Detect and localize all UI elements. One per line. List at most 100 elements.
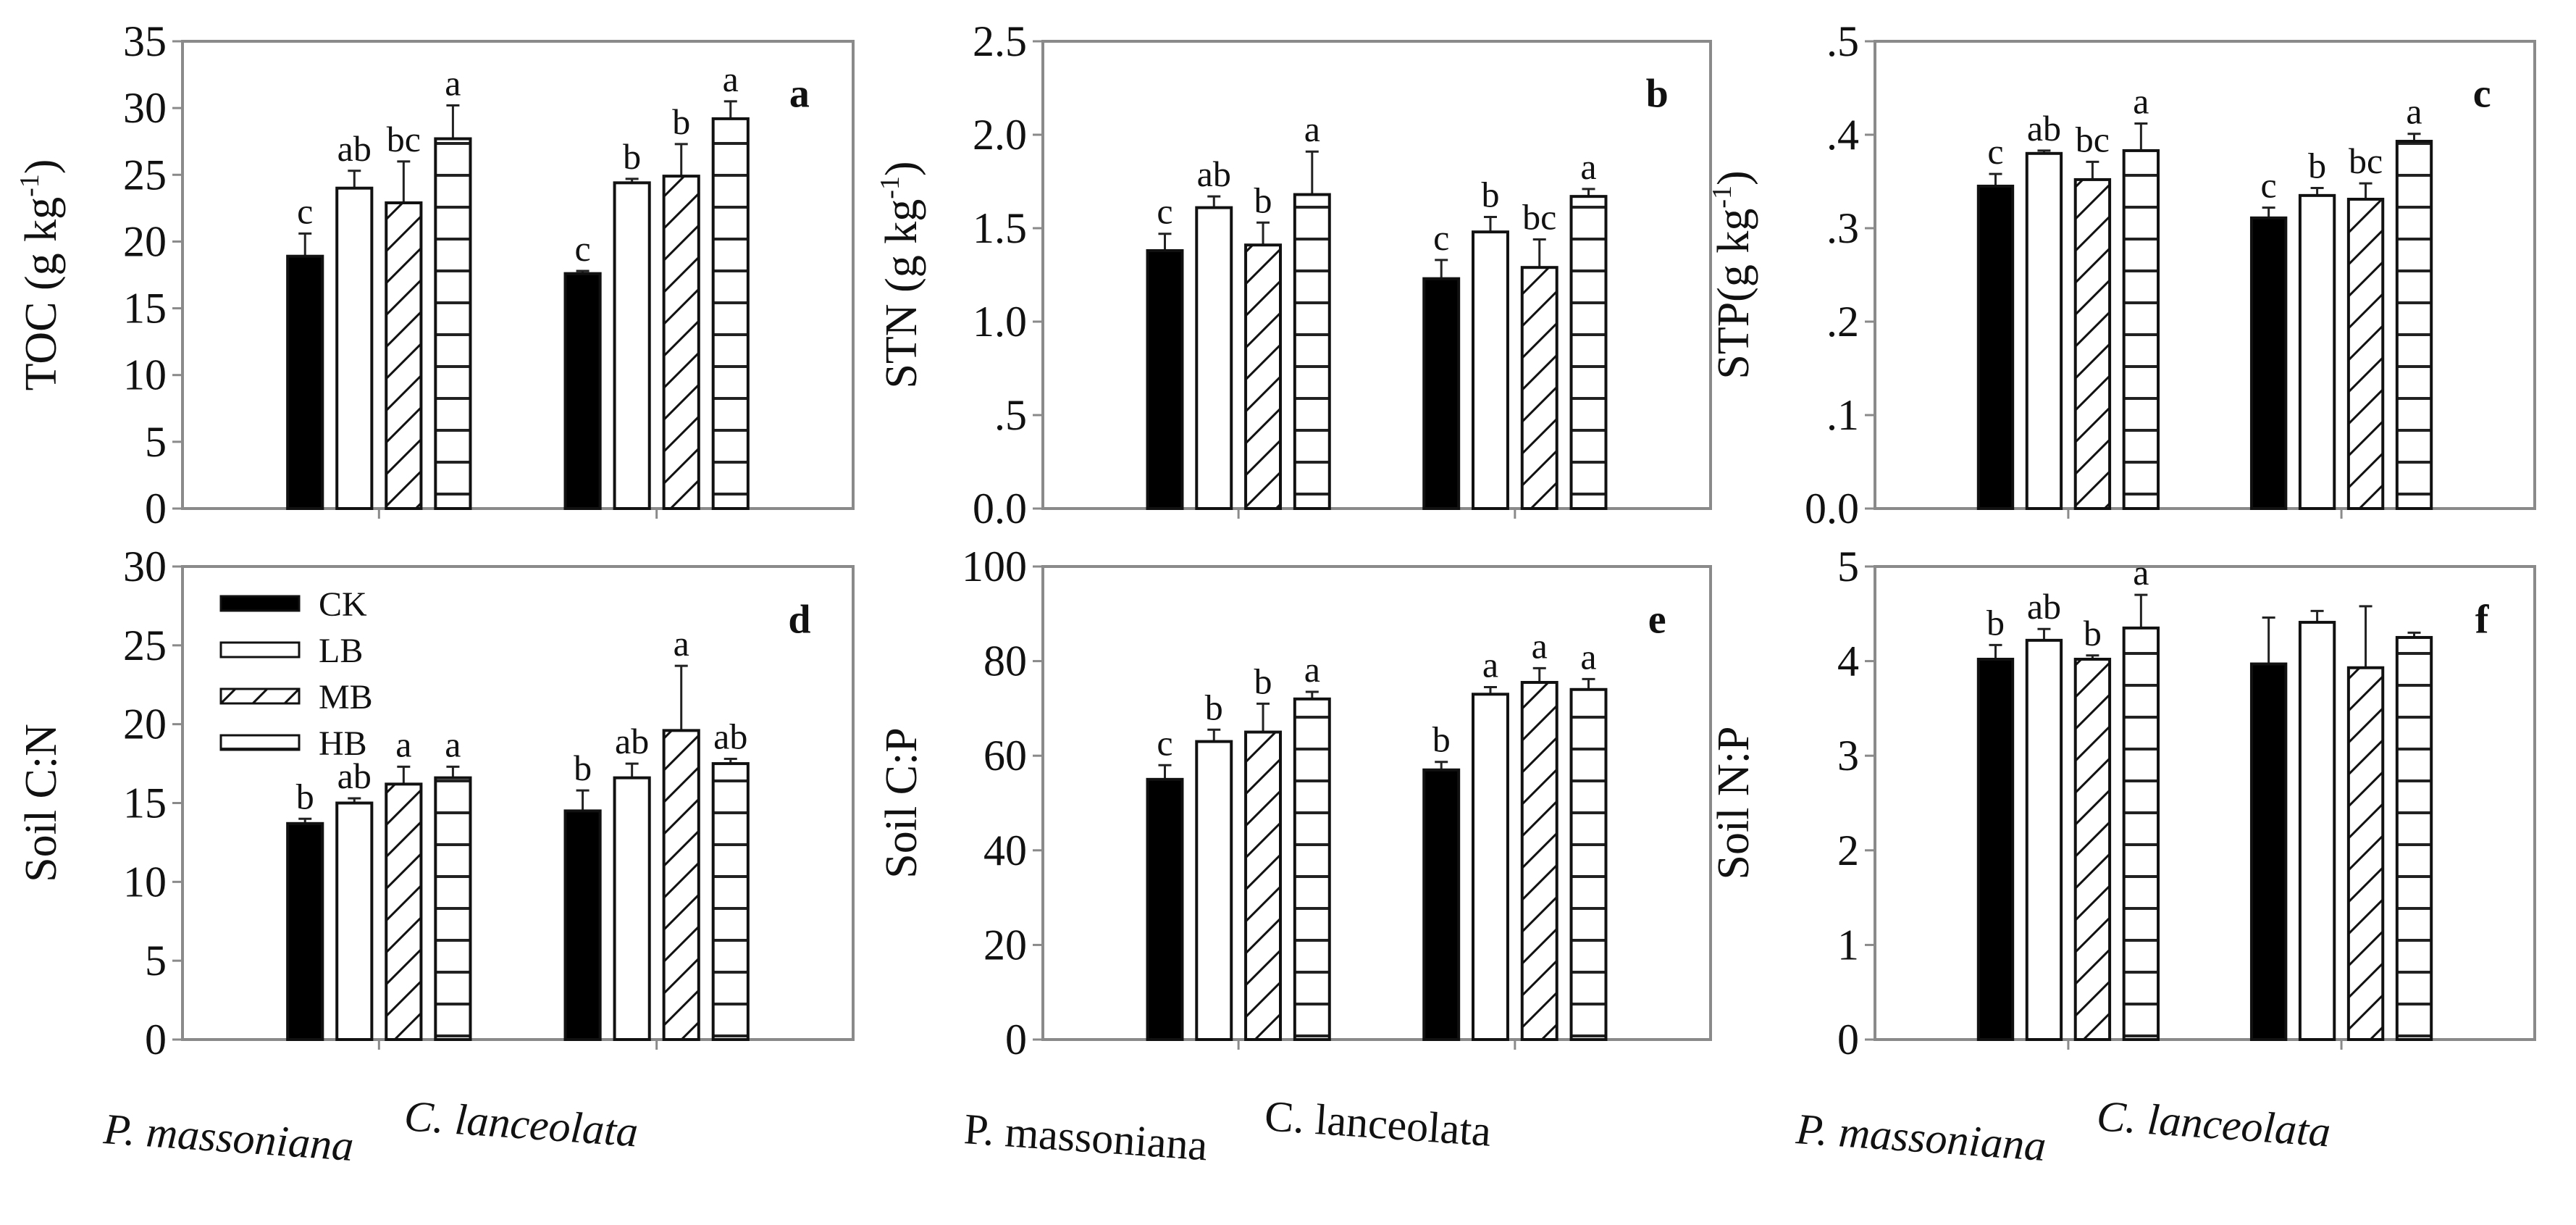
y-tick-label: 30 <box>123 84 167 132</box>
plot-frame <box>181 565 855 1041</box>
significance-letter: bc <box>2349 141 2383 181</box>
y-tick-label: 2 <box>1837 827 1859 874</box>
y-tick-label: 1 <box>1837 921 1859 969</box>
y-axis-label: TOC (g kg-1) <box>14 159 66 391</box>
bar-lb <box>335 186 374 510</box>
significance-letter: a <box>1304 649 1320 690</box>
bar-hb <box>711 762 750 1042</box>
significance-letter: a <box>2133 552 2149 593</box>
y-tick-label: 0 <box>1837 1016 1859 1063</box>
legend-label: CK <box>319 585 367 624</box>
bar-ck <box>1422 277 1461 510</box>
bar-ck <box>2249 216 2288 510</box>
y-axis-label-main: TOC (g kg <box>17 197 66 391</box>
bar-lb <box>1471 693 1509 1041</box>
significance-letter: b <box>623 136 641 177</box>
panel-letter: f <box>2475 597 2490 642</box>
significance-letter: bc <box>2076 119 2110 159</box>
y-axis-label-main: Soil C:N <box>17 724 66 882</box>
bar-mb <box>1520 680 1558 1041</box>
significance-letter: a <box>1532 625 1548 666</box>
significance-letter: c <box>1157 722 1172 763</box>
y-tick-label: 4 <box>1837 637 1859 685</box>
y-tick-label: 25 <box>123 151 167 198</box>
y-axis-label: Soil C:N <box>17 724 66 882</box>
bar-ck <box>286 254 324 510</box>
significance-letter: bc <box>1522 196 1556 237</box>
bar-hb <box>2395 635 2433 1041</box>
y-axis-label-superscript: -1 <box>14 174 45 197</box>
bar-mb <box>1520 266 1558 510</box>
panel-letter: d <box>788 597 810 642</box>
significance-letter: b <box>672 101 690 142</box>
legend-label: MB <box>319 678 373 716</box>
legend-swatch-ck <box>219 595 301 612</box>
y-tick-label: 3 <box>1837 732 1859 779</box>
y-tick-label: 1.5 <box>973 204 1027 252</box>
significance-letter: b <box>2308 146 2326 186</box>
significance-letter: c <box>1987 131 2003 172</box>
y-tick-label: 40 <box>983 827 1027 874</box>
bar-mb <box>662 175 700 510</box>
legend-swatch-mb <box>219 687 301 705</box>
bar-lb <box>2025 638 2063 1041</box>
y-tick-label: .5 <box>994 391 1027 439</box>
significance-letter: ab <box>2027 586 2061 627</box>
bar-hb <box>2122 626 2160 1041</box>
significance-letter: b <box>1254 661 1272 701</box>
significance-letter: b <box>574 748 592 788</box>
bar-hb <box>2122 149 2160 510</box>
bar-mb <box>1244 730 1283 1041</box>
significance-letter: b <box>1986 602 2005 643</box>
y-axis-label-end: ) <box>877 161 926 176</box>
significance-letter: ab <box>713 716 747 757</box>
significance-letter: b <box>296 776 314 816</box>
legend-swatch-lb <box>219 641 301 659</box>
bar-ck <box>1146 248 1184 510</box>
plot-frame <box>1874 565 2536 1041</box>
y-tick-label: .2 <box>1826 298 1859 346</box>
significance-letter: bc <box>387 119 421 159</box>
y-axis-label-end: ) <box>17 159 66 175</box>
bar-mb <box>385 782 423 1041</box>
y-tick-label: 2.0 <box>973 111 1027 159</box>
y-tick-label: 10 <box>123 351 167 399</box>
bar-hb <box>1293 193 1331 510</box>
panel-letter: a <box>789 71 810 116</box>
plot-frame <box>1041 40 1712 510</box>
bar-lb <box>613 776 651 1041</box>
significance-letter: c <box>2261 165 2277 206</box>
significance-letter: a <box>674 623 689 664</box>
significance-letter: a <box>1304 109 1320 149</box>
y-tick-label: 5 <box>145 937 167 984</box>
bar-mb <box>2073 177 2112 510</box>
bar-hb <box>711 117 750 510</box>
category-label: P. massoniana <box>962 1105 1209 1169</box>
significance-letter: a <box>445 724 461 764</box>
y-tick-label: 0 <box>145 1016 167 1063</box>
y-tick-label: 35 <box>123 17 167 65</box>
plot-frame <box>1874 40 2536 510</box>
panel-letter: c <box>2473 71 2491 116</box>
bar-hb <box>434 137 472 510</box>
y-axis-label: Soil C:P <box>877 727 926 879</box>
significance-letter: a <box>1482 645 1498 685</box>
plot-frame <box>1041 565 1712 1041</box>
y-tick-label: 25 <box>123 622 167 669</box>
bar-ck <box>563 272 602 510</box>
y-tick-label: 20 <box>983 921 1027 969</box>
bar-mb <box>662 729 700 1042</box>
bar-lb <box>2298 193 2336 510</box>
y-tick-label: 0 <box>1005 1016 1027 1063</box>
bar-mb <box>2346 666 2385 1041</box>
y-tick-label: 0 <box>145 485 167 532</box>
bar-ck <box>286 821 324 1041</box>
bar-mb <box>385 201 423 510</box>
significance-letter: c <box>1433 217 1449 258</box>
y-axis-label-end: ) <box>1709 170 1758 185</box>
